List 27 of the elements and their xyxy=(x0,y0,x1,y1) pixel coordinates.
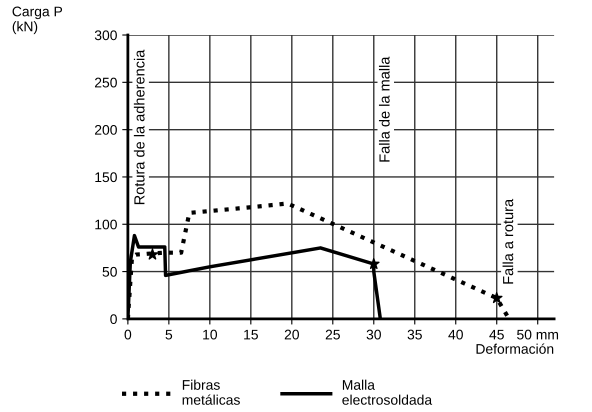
x-tick-label: 0 xyxy=(124,330,132,340)
x-tick-label: 40 xyxy=(448,330,463,340)
annotation: Falla de la malla xyxy=(378,56,390,162)
x-tick-label: 25 xyxy=(326,330,340,340)
x-tick-label: 45 xyxy=(489,330,504,340)
point xyxy=(490,292,503,304)
annotation: Rotura de la adherencia xyxy=(134,50,145,204)
x-tick-label: 50 mm xyxy=(517,330,558,340)
x-tick-label: 15 xyxy=(244,330,258,340)
y-tick-label: 300 xyxy=(94,30,117,40)
y-tick-label: 150 xyxy=(95,172,117,182)
annotation: Falla a rotura xyxy=(502,198,514,284)
x-tick-label: 20 xyxy=(284,330,299,340)
x-tick-label: 10 xyxy=(203,330,218,340)
y-tick-label: 250 xyxy=(94,78,117,88)
y-tick-label: 200 xyxy=(94,124,117,135)
legend-label: Malla electrosoldada xyxy=(342,380,432,405)
x-tick-label: 30 xyxy=(366,330,381,340)
y-tick-label: 0 xyxy=(110,314,117,324)
x-tick-label: 5 xyxy=(166,330,172,340)
y-axis-title: Carga P (kN) xyxy=(12,6,62,34)
y-tick-label: 100 xyxy=(95,220,117,230)
y-tick-label: 50 xyxy=(102,266,117,277)
legend-label: Fibras metálicas xyxy=(182,380,240,405)
x-tick-label: 35 xyxy=(408,330,422,340)
x-axis-title: Deformación xyxy=(476,343,554,354)
point xyxy=(146,248,158,260)
